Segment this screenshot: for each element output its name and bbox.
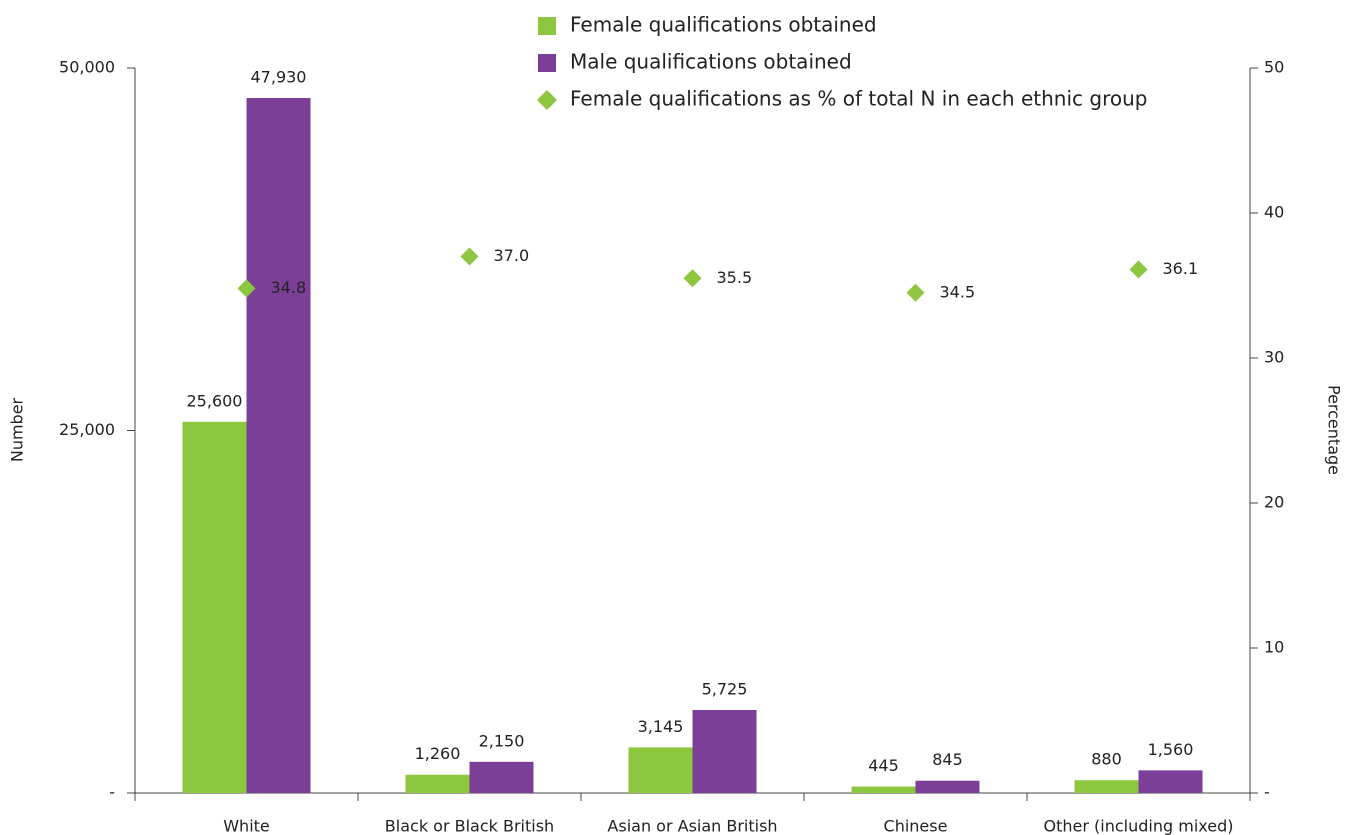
diamond-marker (906, 283, 925, 302)
data-label: 845 (932, 750, 963, 769)
legend-marker (538, 17, 556, 35)
diamond-marker (683, 269, 702, 288)
bar (1138, 770, 1203, 793)
data-label: 3,145 (638, 717, 684, 736)
y-tick-label: 50,000 (59, 58, 115, 77)
y2-tick-label: 30 (1264, 348, 1284, 367)
y2-tick-label: 10 (1264, 638, 1284, 657)
x-tick-label: Chinese (884, 817, 948, 835)
data-label: 37.0 (494, 246, 530, 265)
data-label: 880 (1091, 750, 1122, 769)
y2-tick-label: 20 (1264, 493, 1284, 512)
data-label: 2,150 (479, 731, 525, 750)
data-label: 47,930 (251, 68, 307, 87)
y2-tick-label: 50 (1264, 58, 1284, 77)
data-label: 25,600 (187, 391, 243, 410)
diamond-marker (237, 279, 256, 298)
data-label: 445 (868, 756, 899, 775)
legend-marker (538, 54, 556, 72)
y2-tick-label: 40 (1264, 203, 1284, 222)
diamond-marker (1129, 260, 1148, 279)
data-label: 34.5 (940, 282, 976, 301)
bar (1074, 780, 1139, 793)
bar (405, 774, 470, 793)
y-tick-label: - (109, 783, 115, 802)
legend-label: Male qualifications obtained (570, 50, 852, 74)
x-tick-label: Asian or Asian British (607, 817, 777, 835)
diamond-marker (460, 247, 479, 266)
bar (628, 747, 693, 793)
bar (692, 709, 757, 793)
legend-label: Female qualifications obtained (570, 13, 877, 37)
data-label: 35.5 (717, 268, 753, 287)
y2-tick-label: - (1264, 783, 1270, 802)
bar (915, 780, 980, 793)
y2-axis-label: Percentage (1325, 385, 1344, 475)
y-axis-label: Number (8, 397, 27, 462)
data-label: 34.8 (271, 278, 307, 297)
x-tick-label: Other (including mixed) (1044, 817, 1234, 835)
x-tick-label: White (223, 817, 270, 835)
bar (246, 98, 311, 793)
data-label: 1,560 (1148, 740, 1194, 759)
data-label: 1,260 (415, 744, 461, 763)
x-tick-label: Black or Black British (385, 817, 554, 835)
bar (182, 421, 247, 793)
bar (851, 786, 916, 793)
y-tick-label: 25,000 (59, 420, 115, 439)
legend-label: Female qualifications as % of total N in… (570, 87, 1147, 111)
legend-marker (537, 90, 557, 110)
bar (469, 761, 534, 793)
data-label: 36.1 (1163, 259, 1199, 278)
data-label: 5,725 (702, 679, 748, 698)
